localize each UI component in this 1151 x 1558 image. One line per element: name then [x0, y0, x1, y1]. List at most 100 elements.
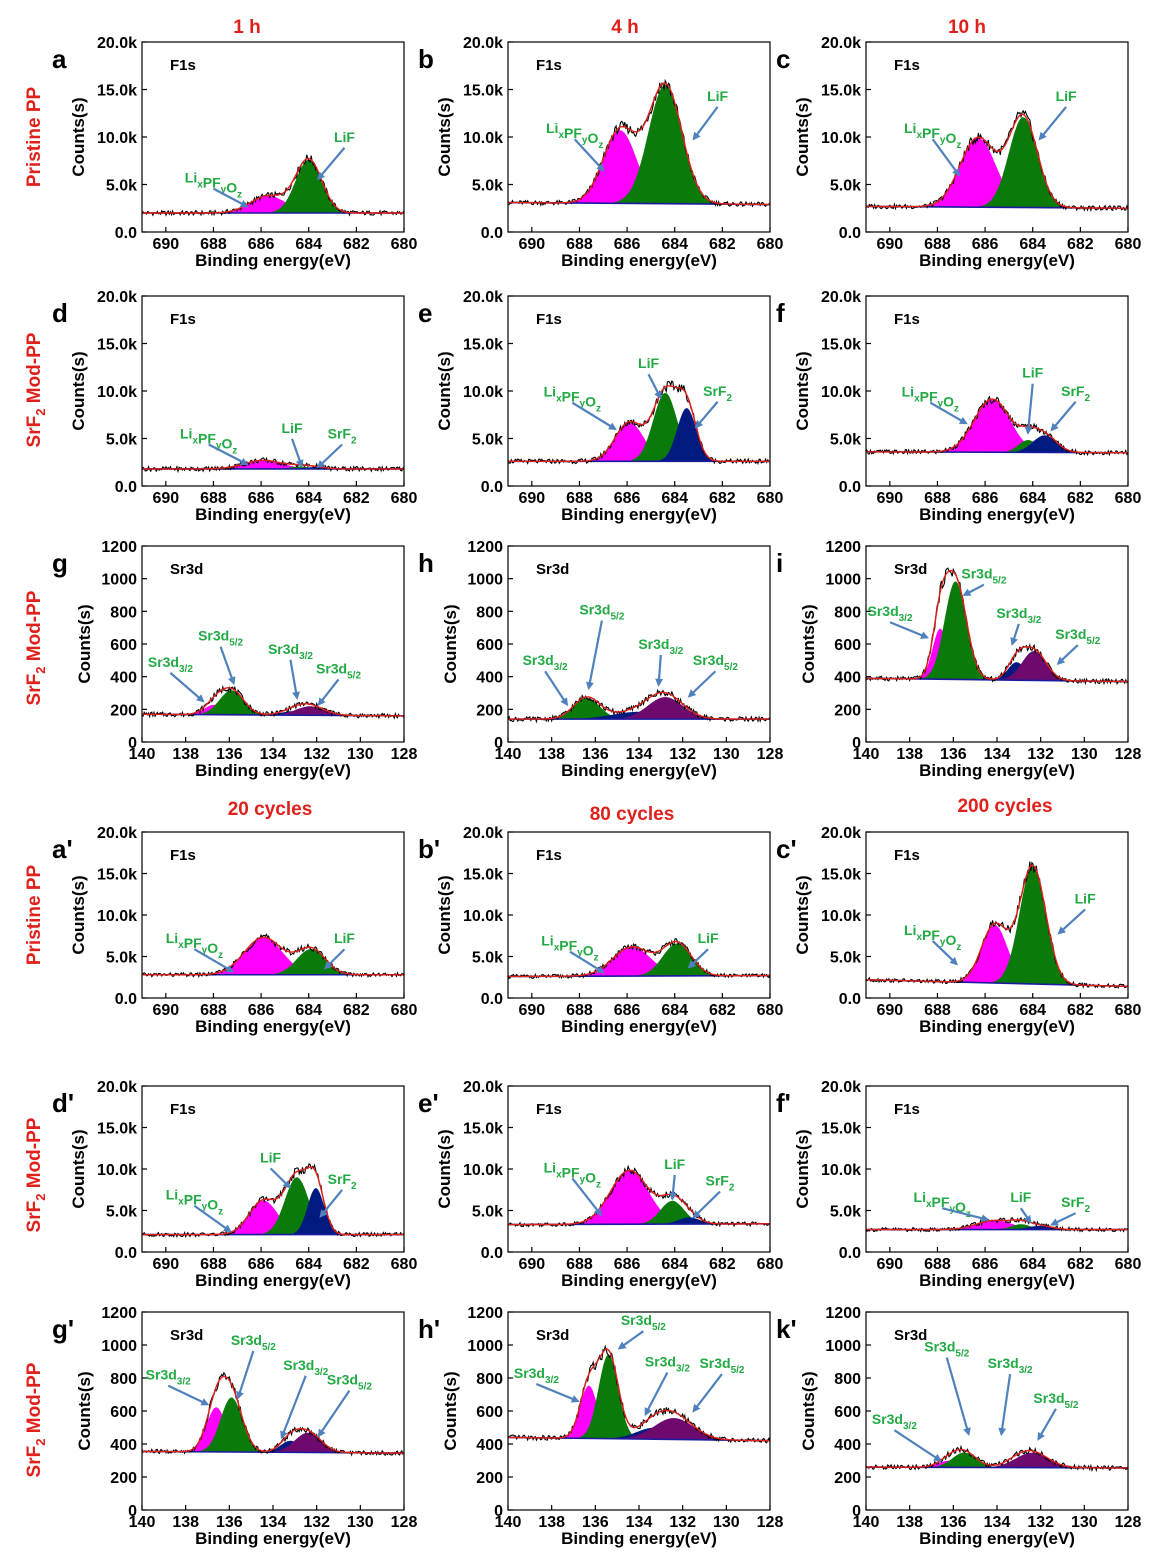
peak-arrow [893, 1429, 942, 1462]
raw-data-hp [507, 1344, 771, 1444]
y-tick-label: 15.0k [463, 867, 503, 884]
peak-arrow [929, 401, 968, 425]
peak-arrow [571, 401, 617, 431]
y-tick-label: 20.0k [463, 825, 503, 842]
x-tick-label: 686 [614, 490, 641, 507]
y-axis-title: Counts(s) [793, 97, 812, 176]
core-level-label: F1s [894, 847, 920, 864]
y-tick-label: 15.0k [463, 83, 503, 100]
peak-i-1 [866, 628, 1128, 682]
y-tick-label: 5.0k [106, 178, 137, 195]
y-tick-label: 600 [834, 637, 861, 654]
x-tick-label: 136 [940, 746, 967, 763]
peak-arrow [167, 1384, 210, 1406]
peak-hp-4 [508, 1418, 770, 1441]
peak-ap-1 [142, 937, 404, 975]
x-tick-label: 688 [566, 490, 593, 507]
panel-h: 140 138 136 134 132 130 128 0 200 400 600 800 1000 12… [418, 539, 783, 780]
panel-letter: d [52, 298, 68, 328]
x-axis-title: Binding energy(eV) [195, 1271, 351, 1290]
y-tick-label: 10.0k [463, 130, 503, 147]
y-tick-label: 600 [476, 637, 503, 654]
x-tick-label: 682 [709, 490, 736, 507]
peak-label-lixpfyoz: LixPFyOz [904, 120, 961, 151]
x-tick-label: 680 [757, 490, 784, 507]
peak-label-lixpfyoz: LixPFyOz [546, 120, 603, 151]
y-tick-label: 800 [834, 1371, 861, 1388]
y-tick-label: 0.0 [481, 479, 503, 496]
peak-arrow [687, 670, 717, 698]
peak-arrow [1019, 1207, 1032, 1224]
core-level-label: Sr3d [170, 1327, 203, 1344]
y-tick-label: 400 [110, 670, 137, 687]
x-axis-title: Binding energy(eV) [561, 1271, 717, 1290]
peak-arrow [1049, 1212, 1077, 1226]
peak-label-lixpfyoz: LixPFyOz [185, 170, 242, 201]
x-tick-label: 684 [661, 490, 688, 507]
x-tick-label: 686 [972, 490, 999, 507]
peak-c-1 [866, 137, 1128, 209]
envelope-fit-fp [866, 1219, 1128, 1231]
x-tick-label: 688 [566, 236, 593, 253]
peak-label-srf2: SrF2 [328, 426, 357, 447]
panels-layer: 690 688 686 684 682 680 0.0 5.0k 10.0k 15.0k 20.0k… [52, 35, 1141, 1548]
y-tick-label: 5.0k [106, 432, 137, 449]
y-tick-label: 1200 [825, 539, 861, 556]
x-tick-label: 686 [248, 236, 275, 253]
x-tick-label: 690 [518, 1002, 545, 1019]
raw-data-e [507, 380, 771, 466]
y-tick-label: 1000 [467, 572, 503, 589]
x-tick-label: 690 [152, 1002, 179, 1019]
peak-arrow [962, 583, 985, 596]
y-tick-label: 5.0k [830, 178, 861, 195]
peak-label-lif: LiF [282, 420, 303, 436]
y-tick-label: 0.0 [115, 1245, 137, 1262]
y-tick-label: 0.0 [115, 479, 137, 496]
x-axis-title: Binding energy(eV) [919, 1271, 1075, 1290]
envelope-fit-kp [866, 1448, 1128, 1469]
x-tick-label: 138 [538, 746, 565, 763]
core-level-label: F1s [170, 847, 196, 864]
panel-e: 690 688 686 684 682 680 0.0 5.0k 10.0k 15.0k 20.0k… [418, 289, 783, 524]
peak-arrow [1038, 106, 1067, 141]
x-tick-label: 686 [614, 236, 641, 253]
core-level-label: Sr3d [536, 561, 569, 578]
panel-letter: g [52, 548, 68, 578]
peak-arrow [573, 138, 605, 172]
y-tick-label: 0.0 [481, 225, 503, 242]
x-tick-label: 132 [1027, 1514, 1054, 1531]
x-tick-label: 690 [876, 236, 903, 253]
y-axis-title: Counts(s) [799, 604, 818, 683]
panel-letter: c [776, 44, 790, 74]
y-tick-label: 800 [476, 604, 503, 621]
peak-label-sr3d3-2: Sr3d3/2 [868, 603, 913, 624]
y-tick-label: 1200 [101, 539, 137, 556]
peak-label-lif: LiF [334, 930, 355, 946]
peak-label-sr3d5-2: Sr3d5/2 [699, 1355, 744, 1376]
core-level-label: Sr3d [536, 1327, 569, 1344]
peak-label-sr3d5-2: Sr3d5/2 [1033, 1390, 1078, 1411]
y-tick-label: 15.0k [821, 867, 861, 884]
y-tick-label: 15.0k [821, 337, 861, 354]
x-tick-label: 682 [343, 1002, 370, 1019]
x-tick-label: 682 [343, 490, 370, 507]
panel-i: 140 138 136 134 132 130 128 0 200 400 600 800 1000 12… [776, 539, 1141, 780]
peak-label-lif: LiF [1075, 890, 1096, 906]
peak-b-1 [508, 130, 770, 205]
panel-hp: 140 138 136 134 132 130 128 0 200 400 600 800 1000 12… [418, 1305, 783, 1548]
y-axis-title: Counts(s) [799, 1371, 818, 1450]
y-tick-label: 5.0k [830, 1204, 861, 1221]
y-tick-label: 20.0k [97, 825, 137, 842]
x-tick-label: 680 [1115, 1256, 1142, 1273]
peak-label-sr3d5-2: Sr3d5/2 [1055, 626, 1100, 647]
envelope-fit-i [866, 569, 1128, 683]
y-tick-label: 5.0k [830, 432, 861, 449]
panel-a: 690 688 686 684 682 680 0.0 5.0k 10.0k 15.0k 20.0k… [52, 35, 417, 270]
peak-arrow [1050, 401, 1077, 432]
core-level-label: F1s [170, 1101, 196, 1118]
peak-arrow [212, 187, 249, 208]
y-tick-label: 600 [110, 1404, 137, 1421]
row-title-6: SrF2 Mod-PP [24, 1362, 48, 1477]
x-tick-label: 690 [152, 490, 179, 507]
